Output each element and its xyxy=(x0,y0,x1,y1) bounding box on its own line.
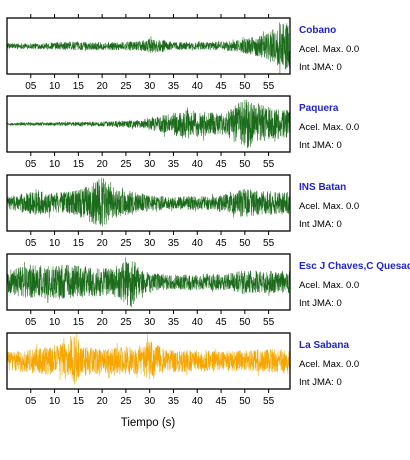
jma-label-3: Int JMA: 0 xyxy=(299,298,342,309)
tick-label-0-2: 15 xyxy=(73,81,85,92)
tick-label-4-4: 25 xyxy=(120,396,132,407)
tick-label-1-5: 30 xyxy=(144,159,156,170)
tick-label-4-5: 30 xyxy=(144,396,156,407)
panel-frame-3 xyxy=(6,253,291,311)
tick-label-4-8: 45 xyxy=(215,396,227,407)
tick-label-3-7: 40 xyxy=(192,317,204,328)
tick-label-3-9: 50 xyxy=(239,317,251,328)
waveform-2 xyxy=(7,178,290,227)
tick-label-0-5: 30 xyxy=(144,81,156,92)
tick-label-3-6: 35 xyxy=(168,317,180,328)
station-name-1: Paquera xyxy=(299,103,339,114)
tick-label-3-2: 15 xyxy=(73,317,85,328)
waveform-3 xyxy=(7,257,290,308)
tick-label-3-0: 05 xyxy=(25,317,37,328)
tick-label-1-1: 10 xyxy=(49,159,61,170)
tick-label-3-8: 45 xyxy=(215,317,227,328)
station-name-2: INS Batan xyxy=(299,182,346,193)
accel-label-3: Acel. Max. 0.0 xyxy=(299,280,359,291)
panel-4: 05 10 15 20 25 30 35 40 45 50 55 La Sabana Acel. Max… xyxy=(6,332,359,407)
tick-label-2-4: 25 xyxy=(120,238,132,249)
waveform-1 xyxy=(7,99,290,148)
tick-label-0-8: 45 xyxy=(215,81,227,92)
accel-label-2: Acel. Max. 0.0 xyxy=(299,201,359,212)
tick-label-2-0: 05 xyxy=(25,238,37,249)
panels-group: 05 10 15 20 25 30 35 40 45 50 55 Cobano Acel. Max. 0… xyxy=(6,14,410,407)
tick-label-4-7: 40 xyxy=(192,396,204,407)
tick-label-2-6: 35 xyxy=(168,238,180,249)
tick-label-2-3: 20 xyxy=(97,238,109,249)
tick-label-0-1: 10 xyxy=(49,81,61,92)
panel-frame-1 xyxy=(6,95,291,153)
tick-label-3-4: 25 xyxy=(120,317,132,328)
tick-label-0-6: 35 xyxy=(168,81,180,92)
tick-label-1-6: 35 xyxy=(168,159,180,170)
panel-3: 05 10 15 20 25 30 35 40 45 50 55 Esc J Chaves,C Que… xyxy=(6,253,410,328)
tick-label-2-5: 30 xyxy=(144,238,156,249)
tick-label-1-0: 05 xyxy=(25,159,37,170)
panel-frame-2 xyxy=(6,174,291,232)
station-name-3: Esc J Chaves,C Quesada xyxy=(299,261,410,272)
tick-label-2-10: 55 xyxy=(263,238,275,249)
accel-label-1: Acel. Max. 0.0 xyxy=(299,122,359,133)
tick-label-4-3: 20 xyxy=(97,396,109,407)
tick-label-4-9: 50 xyxy=(239,396,251,407)
tick-label-1-7: 40 xyxy=(192,159,204,170)
tick-label-0-0: 05 xyxy=(25,81,37,92)
waveform-4 xyxy=(7,333,290,385)
tick-label-2-2: 15 xyxy=(73,238,85,249)
panel-0: 05 10 15 20 25 30 35 40 45 50 55 Cobano Acel. Max. 0… xyxy=(6,14,359,92)
tick-label-0-9: 50 xyxy=(239,81,251,92)
station-name-0: Cobano xyxy=(299,25,336,36)
tick-label-0-10: 55 xyxy=(263,81,275,92)
jma-label-4: Int JMA: 0 xyxy=(299,377,342,388)
tick-label-1-2: 15 xyxy=(73,159,85,170)
panel-frame-0 xyxy=(6,17,291,75)
tick-label-0-3: 20 xyxy=(97,81,109,92)
tick-label-2-7: 40 xyxy=(192,238,204,249)
tick-label-4-2: 15 xyxy=(73,396,85,407)
tick-label-4-1: 10 xyxy=(49,396,61,407)
tick-label-2-8: 45 xyxy=(215,238,227,249)
waveform-0 xyxy=(7,22,290,74)
tick-label-4-10: 55 xyxy=(263,396,275,407)
jma-label-1: Int JMA: 0 xyxy=(299,140,342,151)
tick-label-0-7: 40 xyxy=(192,81,204,92)
tick-label-3-1: 10 xyxy=(49,317,61,328)
panel-1: 05 10 15 20 25 30 35 40 45 50 55 Paquera Acel. Max. … xyxy=(6,95,359,170)
tick-label-3-10: 55 xyxy=(263,317,275,328)
tick-label-3-5: 30 xyxy=(144,317,156,328)
station-name-4: La Sabana xyxy=(299,340,349,351)
accel-label-0: Acel. Max. 0.0 xyxy=(299,44,359,55)
tick-label-1-9: 50 xyxy=(239,159,251,170)
tick-label-1-4: 25 xyxy=(120,159,132,170)
tick-label-4-0: 05 xyxy=(25,396,37,407)
tick-label-2-9: 50 xyxy=(239,238,251,249)
tick-label-1-10: 55 xyxy=(263,159,275,170)
panel-2: 05 10 15 20 25 30 35 40 45 50 55 INS Batan Acel. Max… xyxy=(6,174,359,249)
jma-label-0: Int JMA: 0 xyxy=(299,62,342,73)
tick-label-4-6: 35 xyxy=(168,396,180,407)
tick-label-0-4: 25 xyxy=(120,81,132,92)
panel-frame-4 xyxy=(6,332,291,390)
accel-label-4: Acel. Max. 0.0 xyxy=(299,359,359,370)
tick-label-3-3: 20 xyxy=(97,317,109,328)
x-axis-title: Tiempo (s) xyxy=(121,417,176,429)
jma-label-2: Int JMA: 0 xyxy=(299,219,342,230)
tick-label-1-8: 45 xyxy=(215,159,227,170)
tick-label-2-1: 10 xyxy=(49,238,61,249)
tick-label-1-3: 20 xyxy=(97,159,109,170)
